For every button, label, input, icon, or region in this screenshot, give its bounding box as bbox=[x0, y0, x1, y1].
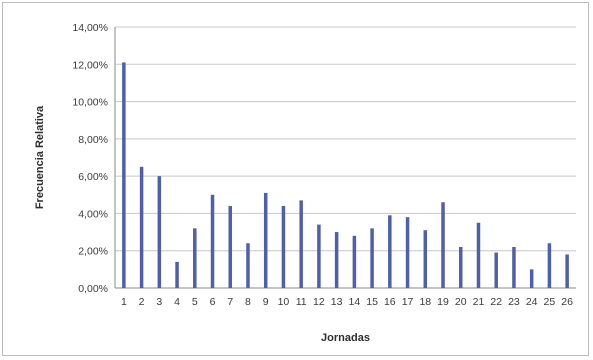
bar bbox=[370, 228, 374, 288]
x-tick-label: 25 bbox=[544, 296, 556, 308]
x-tick-label: 23 bbox=[508, 296, 520, 308]
bar bbox=[334, 232, 339, 288]
x-tick-label: 19 bbox=[437, 296, 449, 308]
x-tick-label: 13 bbox=[331, 296, 343, 308]
y-tick-label: 8,00% bbox=[78, 134, 108, 146]
x-tick-label: 5 bbox=[192, 296, 198, 308]
bar bbox=[529, 269, 534, 288]
x-tick-label: 24 bbox=[526, 296, 538, 308]
x-tick-label: 8 bbox=[245, 296, 251, 308]
gridlines bbox=[115, 26, 576, 252]
bar-chart: 0,00% 2,00% 4,00% 6,00% 8,00% 10,00% 12,00% 14,… bbox=[34, 22, 576, 344]
x-tick-label: 4 bbox=[174, 296, 180, 308]
bars bbox=[122, 62, 569, 288]
y-tick-label: 2,00% bbox=[78, 246, 108, 258]
x-tick-label: 9 bbox=[263, 296, 269, 308]
y-tick-label: 14,00% bbox=[72, 22, 108, 34]
x-tick-label: 1 bbox=[121, 296, 127, 308]
y-tick-label: 6,00% bbox=[78, 171, 108, 183]
bar bbox=[405, 217, 410, 288]
x-tick-label: 21 bbox=[473, 296, 485, 308]
x-tick-label: 15 bbox=[366, 296, 378, 308]
x-tick-label: 20 bbox=[455, 296, 467, 308]
bar bbox=[388, 215, 392, 288]
axes bbox=[114, 27, 576, 289]
x-tick-label: 26 bbox=[561, 296, 573, 308]
x-tick-label: 10 bbox=[278, 296, 290, 308]
bar bbox=[547, 243, 552, 288]
bar bbox=[441, 202, 445, 288]
y-tick-label: 0,00% bbox=[78, 283, 108, 295]
x-tick-label: 11 bbox=[296, 296, 307, 308]
y-tick-label: 12,00% bbox=[72, 59, 108, 71]
bar bbox=[299, 200, 303, 288]
x-tick-label: 18 bbox=[419, 296, 431, 308]
bar bbox=[565, 254, 569, 288]
bar bbox=[122, 62, 126, 288]
bar bbox=[175, 261, 179, 288]
bar bbox=[459, 246, 463, 288]
x-tick-label: 17 bbox=[402, 296, 414, 308]
bar bbox=[352, 235, 357, 288]
x-tick-label: 7 bbox=[227, 296, 233, 308]
bar bbox=[139, 166, 144, 288]
y-tick-label: 10,00% bbox=[72, 97, 108, 109]
bar bbox=[246, 243, 250, 288]
x-tick-label: 14 bbox=[349, 296, 361, 308]
bar bbox=[228, 205, 232, 288]
y-tick-labels: 0,00% 2,00% 4,00% 6,00% 8,00% 10,00% 12,00% 14,… bbox=[72, 22, 108, 295]
bar bbox=[423, 230, 428, 288]
x-tick-labels: 1 2 3 4 5 6 7 8 9 10 11 12 13 14 15 16 17 18 19 20 21 22 23 24 2… bbox=[121, 296, 573, 308]
chart-frame: 0,00% 2,00% 4,00% 6,00% 8,00% 10,00% 12,00% 14,… bbox=[2, 2, 589, 356]
x-tick-label: 3 bbox=[156, 296, 162, 308]
x-tick-label: 2 bbox=[139, 296, 145, 308]
bar bbox=[512, 246, 516, 288]
bar bbox=[193, 228, 197, 288]
bar bbox=[210, 194, 215, 288]
x-tick-label: 16 bbox=[384, 296, 396, 308]
bar bbox=[494, 252, 498, 288]
bar bbox=[317, 224, 321, 288]
bar bbox=[157, 176, 162, 288]
x-tick-label: 12 bbox=[313, 296, 325, 308]
bar bbox=[281, 205, 286, 288]
x-axis-title: Jornadas bbox=[321, 332, 370, 344]
bar bbox=[476, 222, 481, 288]
y-tick-label: 4,00% bbox=[78, 208, 108, 220]
x-tick-label: 6 bbox=[210, 296, 216, 308]
y-axis-title: Frecuencia Relativa bbox=[34, 105, 46, 209]
x-tick-label: 22 bbox=[490, 296, 502, 308]
bar bbox=[263, 192, 268, 288]
